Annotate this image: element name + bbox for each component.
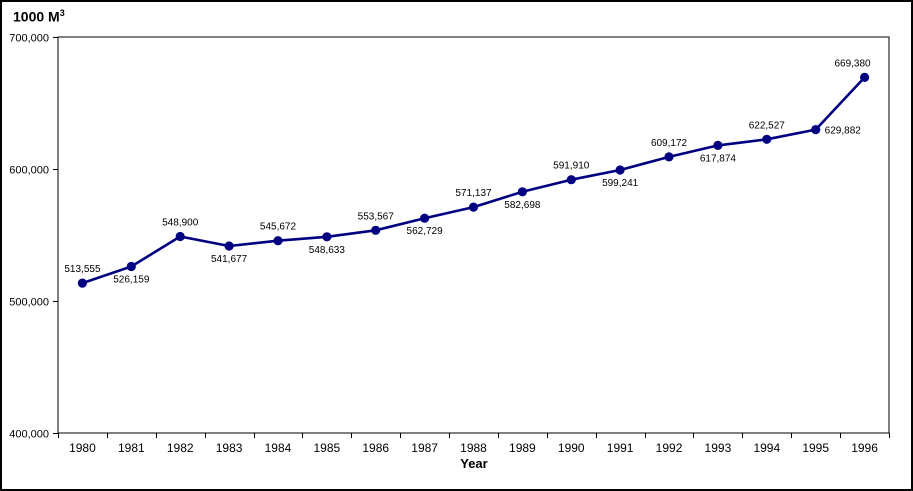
data-point-label: 571,137	[455, 188, 492, 199]
data-point-label: 545,672	[260, 222, 297, 233]
x-axis-year-label: 1986	[362, 441, 389, 455]
x-axis-year-label: 1992	[656, 441, 683, 455]
data-point-label: 548,633	[309, 245, 346, 256]
x-axis-year-label: 1982	[167, 441, 194, 455]
data-point-label: 562,729	[407, 226, 444, 237]
data-point-label: 513,555	[64, 264, 101, 275]
data-point-marker	[77, 278, 87, 288]
y-axis-unit-exponent: 3	[59, 8, 65, 18]
x-axis-year-label: 1990	[558, 441, 585, 455]
y-axis-tick-label: 700,000	[9, 33, 49, 45]
data-point-marker	[860, 72, 870, 82]
x-axis-year-label: 1994	[753, 441, 780, 455]
x-axis-year-label: 1984	[265, 441, 292, 455]
data-point-label: 629,882	[825, 126, 862, 137]
data-point-marker	[713, 140, 723, 150]
data-point-marker	[175, 231, 185, 242]
data-point-label: 553,567	[358, 211, 395, 222]
data-point-label: 582,698	[504, 200, 541, 211]
x-axis-year-label: 1996	[851, 441, 878, 455]
data-point-label: 609,172	[651, 138, 688, 149]
data-point-marker	[566, 175, 576, 185]
data-point-marker	[224, 241, 234, 251]
x-axis-year-label: 1987	[411, 441, 438, 455]
data-point-marker	[517, 187, 528, 197]
data-point-marker	[371, 225, 381, 235]
y-axis-tick-label: 400,000	[9, 429, 49, 441]
data-point-label: 541,677	[211, 254, 248, 265]
data-point-marker	[468, 202, 479, 212]
y-axis-unit-label: 1000 M3	[13, 8, 65, 25]
data-point-marker	[615, 165, 625, 175]
plot-border	[57, 36, 890, 434]
x-axis-year-label: 1980	[69, 441, 96, 455]
data-point-label: 599,241	[602, 178, 639, 189]
x-axis-year-label: 1995	[802, 441, 829, 455]
data-point-marker	[126, 261, 136, 272]
data-point-label: 591,910	[553, 161, 590, 172]
x-axis-year-label: 1991	[607, 441, 634, 455]
y-axis-tick-label: 600,000	[9, 165, 49, 177]
data-point-label: 622,527	[749, 120, 786, 131]
x-axis-year-label: 1981	[118, 441, 145, 455]
data-point-marker	[811, 125, 821, 135]
x-axis-year-label: 1985	[314, 441, 341, 455]
y-axis-tick-label: 500,000	[9, 297, 49, 309]
x-axis-year-label: 1989	[509, 441, 536, 455]
y-axis-unit-text: 1000 M	[13, 8, 60, 25]
data-point-marker	[664, 152, 674, 162]
data-point-label: 548,900	[162, 217, 199, 228]
data-point-marker	[273, 236, 283, 246]
x-axis-year-label: 1983	[216, 441, 243, 455]
data-point-label: 669,380	[834, 58, 871, 69]
x-axis-title: Year	[460, 456, 488, 471]
data-point-marker	[762, 134, 772, 144]
data-point-marker	[322, 232, 332, 242]
data-point-label: 526,159	[113, 274, 150, 285]
x-axis-year-label: 1988	[460, 441, 487, 455]
x-axis-year-label: 1993	[705, 441, 732, 455]
data-point-label: 617,874	[700, 153, 737, 164]
series-line	[81, 76, 866, 285]
data-point-marker	[420, 213, 430, 223]
